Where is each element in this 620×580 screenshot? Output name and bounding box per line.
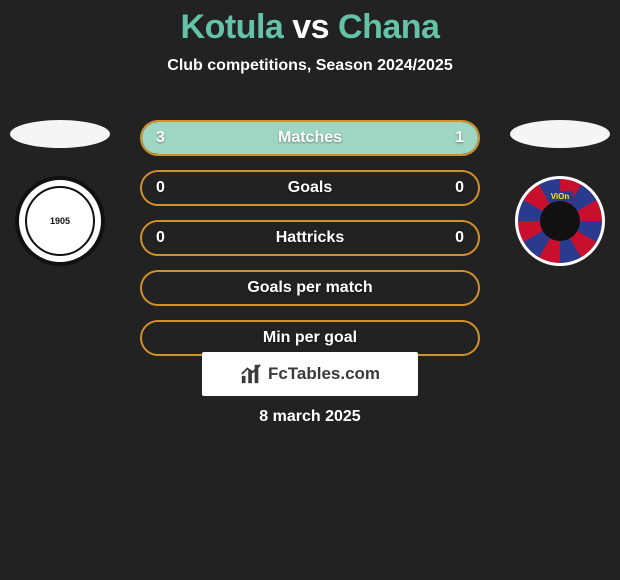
right-column: ViOn — [510, 120, 610, 266]
stat-fill-left — [142, 122, 394, 154]
stat-label: Hattricks — [276, 229, 344, 247]
stat-label: Matches — [278, 129, 342, 147]
stat-value-left: 0 — [156, 229, 165, 247]
stat-row: 0 0 Goals — [140, 170, 480, 206]
page-title: Kotula vs Chana — [0, 0, 620, 47]
stat-label: Goals per match — [247, 279, 372, 297]
stat-row: Min per goal — [140, 320, 480, 356]
stat-value-left: 0 — [156, 179, 165, 197]
club-badge-left: 1905 — [15, 176, 105, 266]
stat-row: 0 0 Hattricks — [140, 220, 480, 256]
stat-fill-right — [394, 122, 478, 154]
stat-row: Goals per match — [140, 270, 480, 306]
stat-label: Min per goal — [263, 329, 357, 347]
title-player2: Chana — [338, 8, 439, 46]
brand-box[interactable]: FcTables.com — [202, 352, 418, 396]
player2-marker-ellipse — [510, 120, 610, 148]
stat-value-left: 3 — [156, 129, 165, 147]
title-player1: Kotula — [181, 8, 284, 46]
club-badge-right: ViOn — [515, 176, 605, 266]
chart-bar-icon — [240, 363, 262, 385]
club-badge-left-text: 1905 — [25, 186, 95, 256]
left-column: 1905 — [10, 120, 110, 266]
subtitle: Club competitions, Season 2024/2025 — [0, 57, 620, 75]
stat-value-right: 0 — [455, 229, 464, 247]
player1-marker-ellipse — [10, 120, 110, 148]
club-badge-right-text: ViOn — [547, 191, 574, 202]
stat-label: Goals — [288, 179, 332, 197]
stat-value-right: 1 — [455, 129, 464, 147]
stat-value-right: 0 — [455, 179, 464, 197]
title-vs: vs — [292, 8, 329, 46]
stat-row: 3 1 Matches — [140, 120, 480, 156]
date-line: 8 march 2025 — [0, 408, 620, 426]
stats-panel: 3 1 Matches 0 0 Goals 0 0 Hattricks Goals per mat… — [140, 120, 480, 356]
brand-text: FcTables.com — [268, 364, 380, 384]
